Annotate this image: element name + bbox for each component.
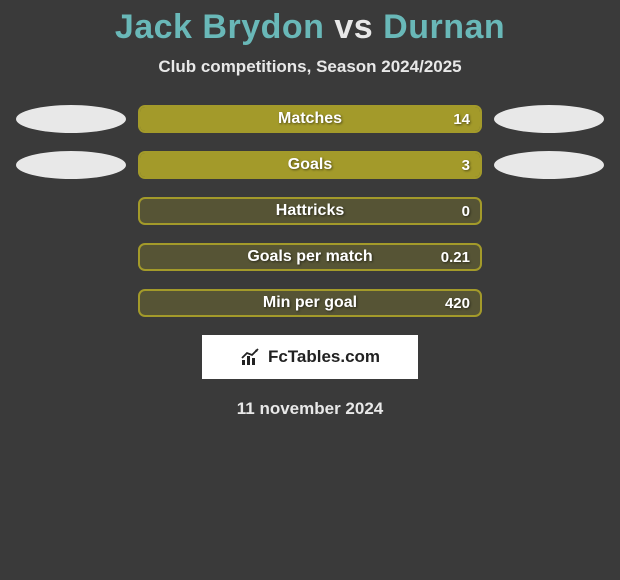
stat-row: Hattricks 0 [0, 197, 620, 225]
comparison-infographic: Jack Brydon vs Durnan Club competitions,… [0, 0, 620, 419]
right-ellipse [494, 105, 604, 133]
stat-row: Goals 3 [0, 151, 620, 179]
stat-row: Min per goal 420 [0, 289, 620, 317]
stat-bar: Goals per match 0.21 [138, 243, 482, 271]
right-ellipse [494, 151, 604, 179]
stat-value-right: 14 [453, 111, 470, 128]
stat-bar: Hattricks 0 [138, 197, 482, 225]
stat-value-right: 0.21 [441, 249, 470, 266]
vs-text: vs [334, 8, 373, 46]
brand-text: FcTables.com [268, 347, 380, 367]
stat-rows: Matches 14 Goals 3 Hattricks 0 Goals per match… [0, 105, 620, 317]
stat-value-right: 420 [445, 295, 470, 312]
player1-name: Jack Brydon [115, 8, 325, 46]
page-title: Jack Brydon vs Durnan [0, 8, 620, 47]
stat-row: Goals per match 0.21 [0, 243, 620, 271]
stat-value-right: 3 [462, 157, 470, 174]
date-text: 11 november 2024 [0, 399, 620, 419]
stat-row: Matches 14 [0, 105, 620, 133]
chart-icon [240, 348, 262, 366]
stat-value-right: 0 [462, 203, 470, 220]
stat-label: Goals [288, 156, 332, 174]
player2-name: Durnan [383, 8, 505, 46]
stat-label: Matches [278, 110, 342, 128]
stat-label: Hattricks [276, 202, 344, 220]
brand-box: FcTables.com [202, 335, 418, 379]
stat-bar: Min per goal 420 [138, 289, 482, 317]
left-ellipse [16, 105, 126, 133]
left-ellipse [16, 151, 126, 179]
stat-label: Goals per match [247, 248, 372, 266]
stat-bar: Matches 14 [138, 105, 482, 133]
stat-bar: Goals 3 [138, 151, 482, 179]
stat-label: Min per goal [263, 294, 357, 312]
subtitle: Club competitions, Season 2024/2025 [0, 57, 620, 77]
